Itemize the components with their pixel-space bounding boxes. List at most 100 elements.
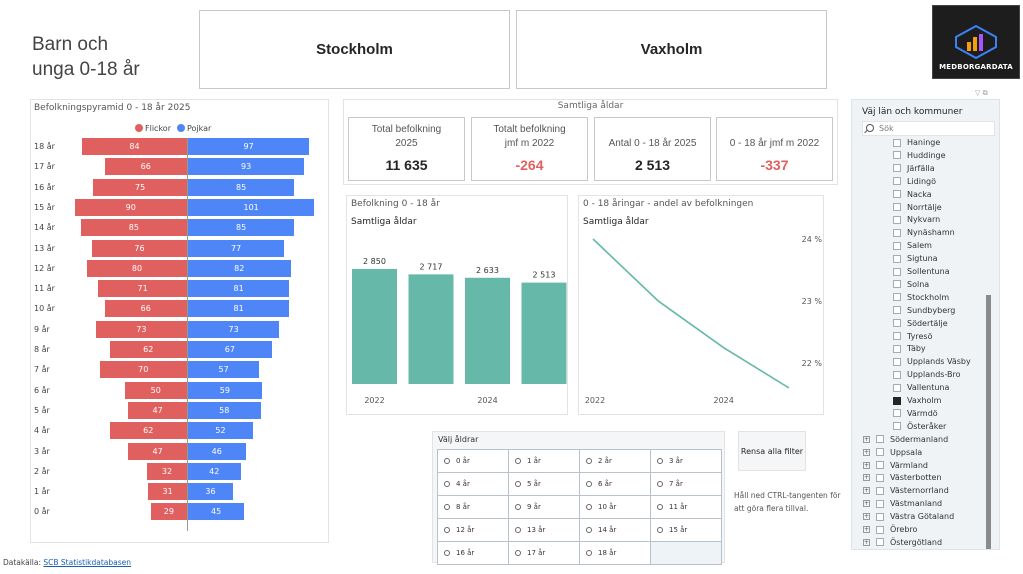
bar-chart-bar[interactable] (465, 277, 510, 384)
age-option[interactable]: 15 år (651, 519, 722, 542)
male-bar[interactable]: 59 (188, 381, 262, 399)
bar-chart-bar[interactable] (408, 274, 454, 384)
filter-scrollbar[interactable] (986, 295, 991, 549)
expand-icon[interactable]: + (863, 513, 870, 521)
county-option[interactable]: + Örebro (863, 525, 917, 534)
female-bar[interactable]: 31 (148, 483, 187, 501)
municipality-option[interactable]: Vaxholm (893, 396, 941, 405)
expand-icon[interactable]: + (863, 526, 870, 533)
female-bar[interactable]: 85 (80, 219, 187, 237)
male-bar[interactable]: 45 (188, 503, 245, 521)
expand-icon[interactable]: + (863, 474, 870, 482)
county-option[interactable]: + Östergötland (863, 538, 942, 547)
region-search-input[interactable]: Sök (862, 121, 995, 136)
female-bar[interactable]: 76 (92, 239, 187, 257)
expand-icon[interactable]: + (863, 461, 870, 469)
municipality-option[interactable]: Värmdö (893, 409, 938, 418)
female-bar[interactable]: 80 (87, 259, 187, 277)
male-bar[interactable]: 85 (188, 219, 295, 237)
male-bar[interactable]: 67 (188, 341, 272, 358)
female-bar[interactable]: 84 (82, 138, 187, 155)
county-option[interactable]: + Västmanland (863, 499, 942, 508)
municipality-option[interactable]: Norrtälje (893, 203, 942, 212)
age-option[interactable]: 16 år (438, 542, 509, 565)
age-option[interactable]: 14 år (580, 519, 651, 542)
expand-icon[interactable]: + (863, 487, 870, 495)
expand-icon[interactable]: + (863, 435, 870, 443)
male-bar[interactable]: 36 (188, 483, 233, 501)
county-option[interactable]: + Västernorrland (863, 486, 949, 495)
female-bar[interactable]: 62 (109, 341, 187, 358)
municipality-option[interactable]: Tyresö (893, 332, 932, 341)
male-bar[interactable]: 73 (188, 320, 280, 338)
male-bar[interactable]: 52 (188, 422, 253, 440)
age-option[interactable]: 4 år (438, 473, 509, 496)
female-bar[interactable]: 90 (74, 198, 187, 216)
municipality-option[interactable]: Haninge (893, 138, 940, 147)
age-option[interactable]: 3 år (651, 450, 722, 473)
female-bar[interactable]: 71 (98, 280, 187, 298)
age-option[interactable]: 18 år (580, 542, 651, 565)
male-bar[interactable]: 58 (188, 401, 261, 419)
municipality-option[interactable]: Lidingö (893, 177, 936, 186)
bar-chart-bar[interactable] (521, 282, 567, 384)
age-option[interactable]: 10 år (580, 496, 651, 519)
municipality-option[interactable]: Vallentuna (893, 383, 949, 392)
visual-header-icons[interactable]: ▽ ⧉ (975, 89, 988, 97)
male-bar[interactable]: 101 (188, 198, 315, 216)
male-bar[interactable]: 81 (188, 300, 290, 318)
expand-icon[interactable]: + (863, 500, 870, 508)
municipality-option[interactable]: Nacka (893, 190, 932, 199)
age-option[interactable]: 0 år (438, 450, 509, 473)
municipality-option[interactable]: Huddinge (893, 151, 946, 160)
age-option[interactable]: 7 år (651, 473, 722, 496)
male-bar[interactable]: 81 (188, 280, 290, 298)
municipality-option[interactable]: Nynäshamn (893, 228, 955, 237)
female-bar[interactable]: 50 (124, 381, 187, 399)
female-bar[interactable]: 62 (109, 422, 187, 440)
municipality-option[interactable]: Södertälje (893, 319, 948, 328)
age-option[interactable]: 13 år (509, 519, 580, 542)
municipality-option[interactable]: Järfälla (893, 164, 935, 173)
municipality-option[interactable]: Österåker (893, 422, 946, 431)
age-option[interactable]: 6 år (580, 473, 651, 496)
male-bar[interactable]: 57 (188, 361, 260, 379)
age-option[interactable]: 1 år (509, 450, 580, 473)
male-bar[interactable]: 42 (188, 462, 241, 480)
county-option[interactable]: + Västerbotten (863, 473, 942, 482)
female-bar[interactable]: 73 (95, 320, 187, 338)
municipality-option[interactable]: Upplands Väsby (893, 357, 971, 366)
scb-source-link[interactable]: SCB Statistikdatabasen (43, 558, 132, 567)
county-option[interactable]: + Västra Götaland (863, 512, 954, 521)
municipality-option[interactable]: Sigtuna (893, 254, 938, 263)
male-bar[interactable]: 46 (188, 442, 246, 460)
county-option[interactable]: + Södermanland (863, 435, 948, 444)
bar-chart-bar[interactable] (352, 269, 397, 384)
expand-icon[interactable]: + (863, 448, 870, 456)
municipality-option[interactable]: Nykvarn (893, 215, 940, 224)
female-bar[interactable]: 66 (104, 300, 187, 318)
age-option[interactable]: 11 år (651, 496, 722, 519)
age-option[interactable]: 8 år (438, 496, 509, 519)
municipality-option[interactable]: Stockholm (893, 293, 949, 302)
age-option[interactable]: 2 år (580, 450, 651, 473)
municipality-option[interactable]: Solna (893, 280, 929, 289)
female-bar[interactable]: 75 (93, 178, 187, 196)
female-bar[interactable]: 47 (128, 401, 187, 419)
municipality-option[interactable]: Salem (893, 241, 932, 250)
male-bar[interactable]: 93 (188, 158, 305, 176)
age-option[interactable]: 9 år (509, 496, 580, 519)
age-option[interactable]: 12 år (438, 519, 509, 542)
female-bar[interactable]: 66 (104, 158, 187, 176)
expand-icon[interactable]: + (863, 538, 870, 546)
county-option[interactable]: + Värmland (863, 461, 928, 470)
female-bar[interactable]: 70 (99, 361, 187, 379)
female-bar[interactable]: 32 (147, 462, 187, 480)
line-series[interactable] (592, 238, 790, 389)
municipality-option[interactable]: Täby (893, 344, 926, 353)
age-option[interactable]: 5 år (509, 473, 580, 496)
municipality-option[interactable]: Upplands-Bro (893, 370, 961, 379)
age-option[interactable]: 17 år (509, 542, 580, 565)
municipality-option[interactable]: Sundbyberg (893, 306, 955, 315)
male-bar[interactable]: 77 (188, 239, 285, 257)
